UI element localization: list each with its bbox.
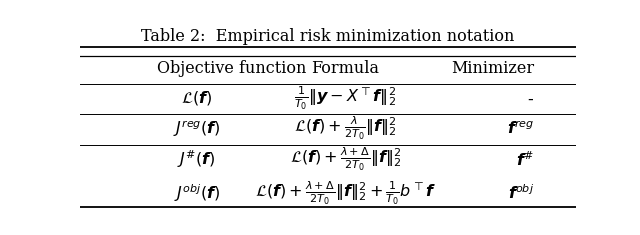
Text: $J^{reg}(\boldsymbol{f})$: $J^{reg}(\boldsymbol{f})$ <box>173 118 220 139</box>
Text: $\boldsymbol{f}^{reg}$: $\boldsymbol{f}^{reg}$ <box>507 120 534 137</box>
Text: $\text{-}$: $\text{-}$ <box>527 90 534 105</box>
Text: $\mathcal{L}(\boldsymbol{f}) + \frac{\lambda+\Delta}{2T_0}\|\boldsymbol{f}\|_2^2: $\mathcal{L}(\boldsymbol{f}) + \frac{\la… <box>290 145 401 173</box>
Text: Table 2:  Empirical risk minimization notation: Table 2: Empirical risk minimization not… <box>141 28 515 45</box>
Text: Formula: Formula <box>312 60 380 77</box>
Text: $J^{\#}(\boldsymbol{f})$: $J^{\#}(\boldsymbol{f})$ <box>177 149 216 170</box>
Text: $J^{obj}(\boldsymbol{f})$: $J^{obj}(\boldsymbol{f})$ <box>173 182 220 204</box>
Text: $\boldsymbol{f}^{\#}$: $\boldsymbol{f}^{\#}$ <box>516 150 534 169</box>
Text: $\mathcal{L}(\boldsymbol{f})$: $\mathcal{L}(\boldsymbol{f})$ <box>181 89 212 107</box>
Text: $\boldsymbol{f}^{obj}$: $\boldsymbol{f}^{obj}$ <box>508 184 534 202</box>
Text: $\frac{1}{T_0}\|\boldsymbol{y} - X^{\top} \boldsymbol{f}\|_2^2$: $\frac{1}{T_0}\|\boldsymbol{y} - X^{\top… <box>294 84 396 112</box>
Text: $\mathcal{L}(\boldsymbol{f}) + \frac{\lambda+\Delta}{2T_0}\|\boldsymbol{f}\|_2^2: $\mathcal{L}(\boldsymbol{f}) + \frac{\la… <box>255 179 436 207</box>
Text: Minimizer: Minimizer <box>451 60 534 77</box>
Text: $\mathcal{L}(\boldsymbol{f}) + \frac{\lambda}{2T_0}\|\boldsymbol{f}\|_2^2$: $\mathcal{L}(\boldsymbol{f}) + \frac{\la… <box>294 115 397 142</box>
Text: Objective function: Objective function <box>157 60 307 77</box>
